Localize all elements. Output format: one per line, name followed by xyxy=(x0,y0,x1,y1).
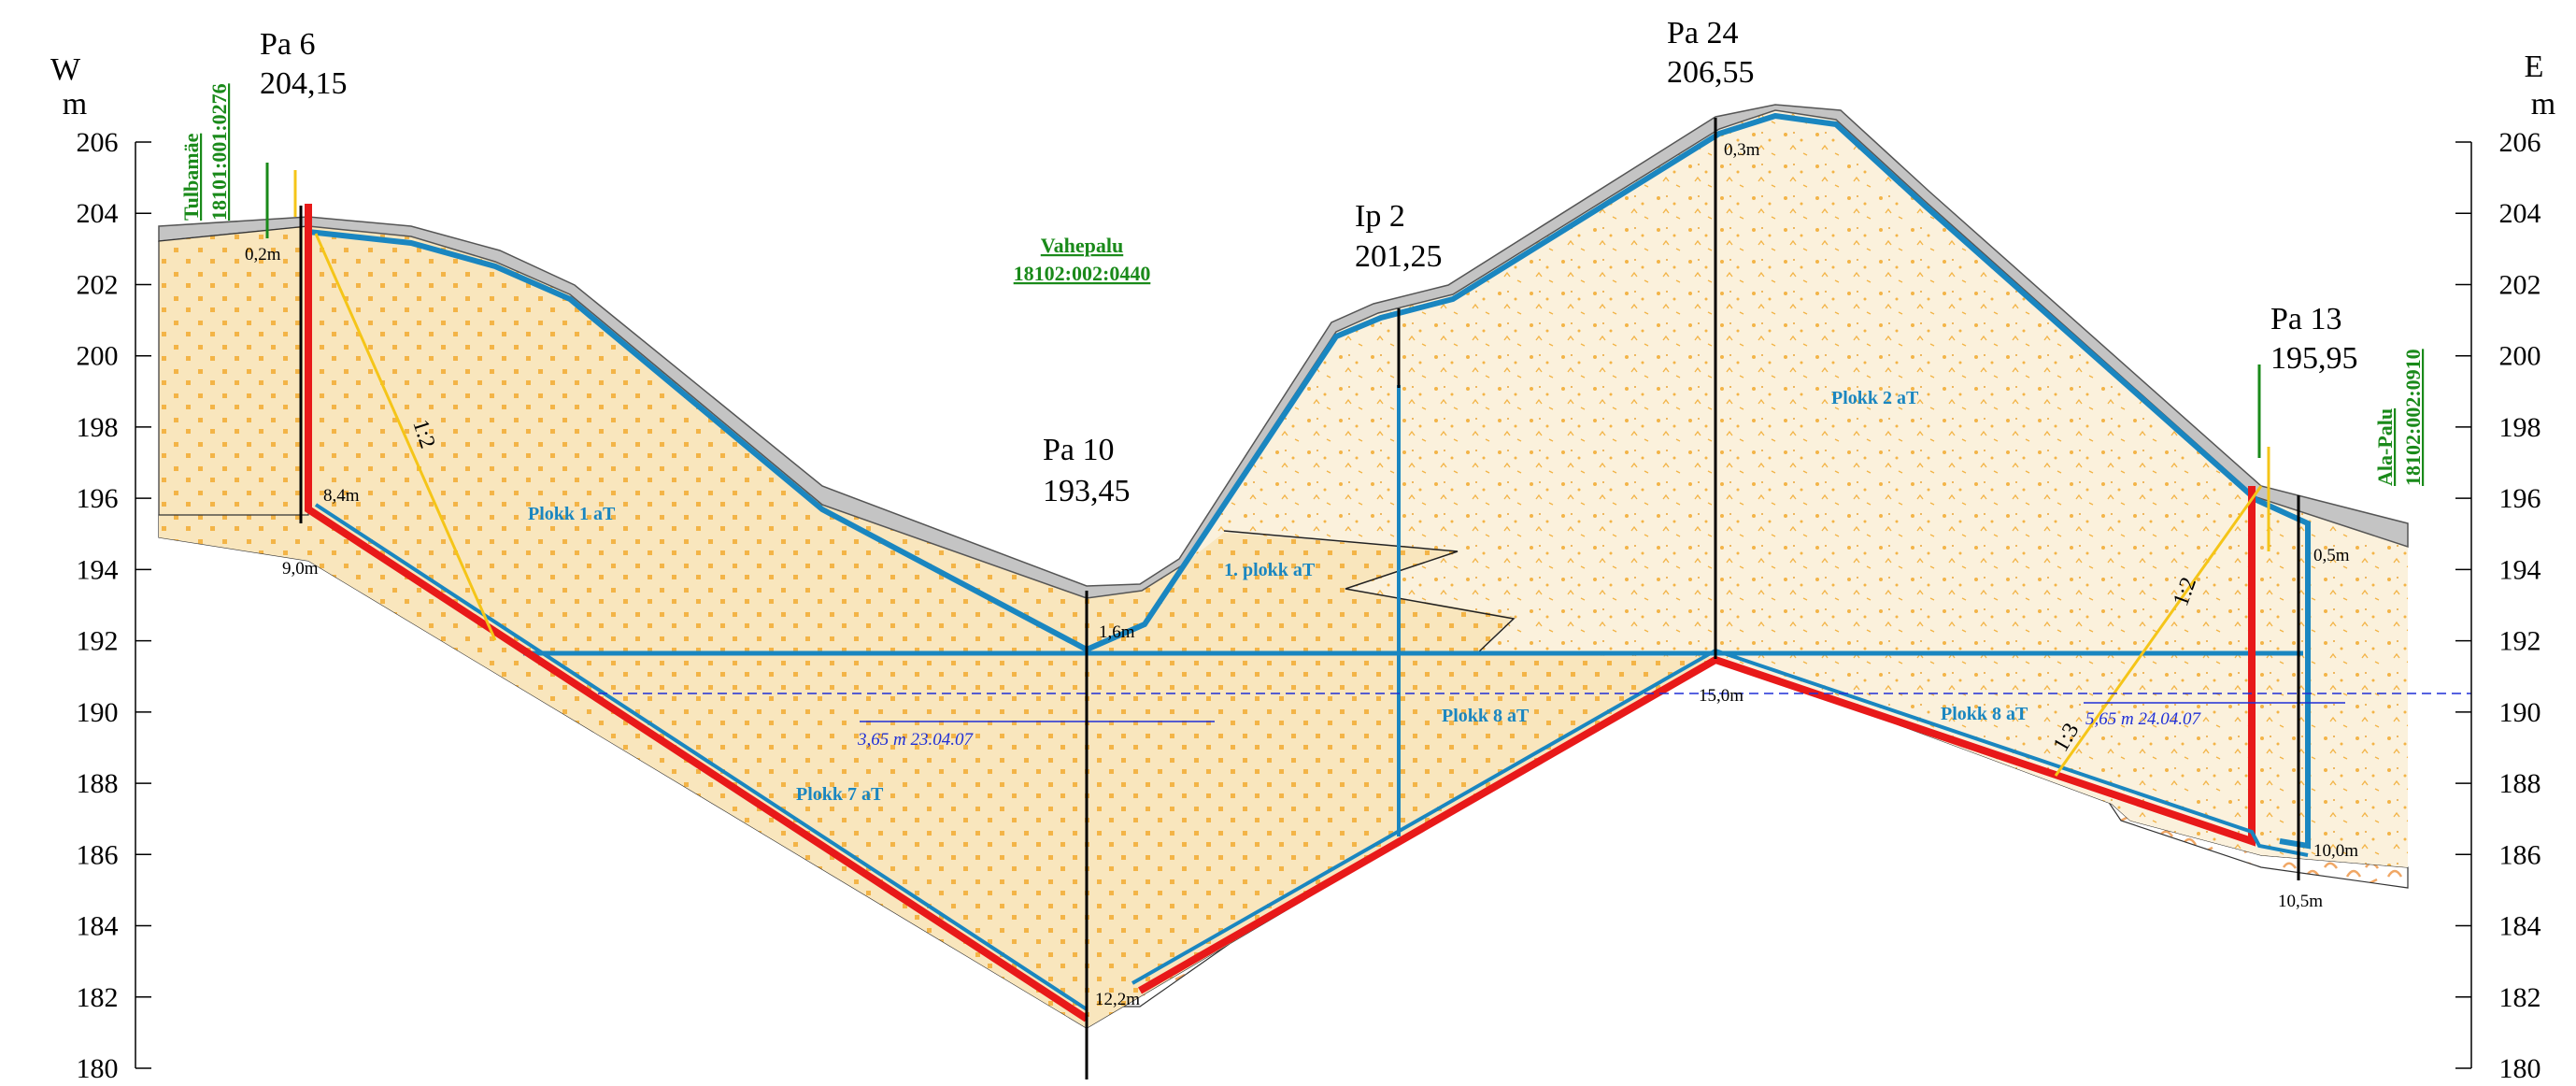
tick-label-right: 188 xyxy=(2499,768,2541,799)
block-label-plokk8-center: Plokk 8 aT xyxy=(1442,706,1530,726)
tick-label-left: 194 xyxy=(77,554,119,585)
tick-label-right: 206 xyxy=(2499,127,2541,158)
block-label-plokk7: Plokk 7 aT xyxy=(796,784,884,805)
borehole-name-pa13: Pa 13 xyxy=(2270,302,2342,336)
depth-pa13-top: 0,5m xyxy=(2313,546,2350,565)
tick-label-right: 192 xyxy=(2499,626,2541,657)
tick-label-left: 198 xyxy=(77,412,119,443)
tick-label-right: 202 xyxy=(2499,269,2541,300)
axis-right-direction: E xyxy=(2525,50,2544,84)
axis-left-direction: W xyxy=(50,52,81,87)
axis-right-unit: m xyxy=(2531,87,2555,121)
axis-left-unit: m xyxy=(63,87,87,121)
axis-right-ticks: 206 204 202 200 198 196 194 192 190 188 186 184 182 1… xyxy=(2455,127,2541,1084)
tick-label-right: 182 xyxy=(2499,982,2541,1013)
borehole-elev-ip2: 201,25 xyxy=(1355,239,1443,274)
tick-label-left: 206 xyxy=(77,127,119,158)
parcel-alapalu-code: 18102:002:0910 xyxy=(2401,349,2425,486)
tick-label-right: 180 xyxy=(2499,1053,2541,1084)
tick-label-left: 204 xyxy=(77,198,119,229)
depth-pa13-liner: 10,0m xyxy=(2313,841,2358,861)
tick-label-right: 204 xyxy=(2499,198,2541,229)
borehole-elev-pa24: 206,55 xyxy=(1667,55,1755,90)
parcel-tulbamae-code: 18101:001:0276 xyxy=(207,83,231,221)
depth-pa10-bottom: 12,2m xyxy=(1095,990,1140,1009)
tick-label-right: 200 xyxy=(2499,341,2541,372)
borehole-elev-pa6: 204,15 xyxy=(260,66,348,101)
axis-left: W m 206 204 202 200 198 196 194 192 190 188 186 184… xyxy=(50,52,151,1084)
slope-line-left xyxy=(314,233,497,641)
tick-label-right: 184 xyxy=(2499,911,2541,942)
parcel-vahepalu: Vahepalu 18102:002:0440 xyxy=(1014,234,1151,285)
block-label-plokk8-right: Plokk 8 aT xyxy=(1941,704,2028,724)
tick-label-right: 190 xyxy=(2499,697,2541,728)
borehole-elev-pa10: 193,45 xyxy=(1043,474,1131,508)
parcel-vahepalu-name: Vahepalu xyxy=(1041,234,1123,257)
axis-right: E m 206 204 202 200 198 196 194 192 190 188 186 184… xyxy=(2455,50,2555,1084)
gw-label-left: 3,65 m 23.04.07 xyxy=(857,730,974,750)
tick-label-left: 202 xyxy=(77,269,119,300)
liner-right xyxy=(1138,486,2256,994)
block-label-1-plokk: 1. plokk aT xyxy=(1224,560,1316,580)
tick-label-right: 196 xyxy=(2499,483,2541,514)
depth-pa6-bottom: 9,0m xyxy=(282,559,319,579)
tick-label-left: 188 xyxy=(77,768,119,799)
depth-pa10-top: 1,6m xyxy=(1099,622,1135,642)
tick-label-left: 190 xyxy=(77,697,119,728)
tick-label-left: 180 xyxy=(77,1053,119,1084)
borehole-name-pa6: Pa 6 xyxy=(260,27,316,62)
plokk-1-boundary xyxy=(1223,530,1516,655)
depth-pa13-bottom: 10,5m xyxy=(2278,892,2323,911)
tick-label-left: 186 xyxy=(77,839,119,870)
tick-label-right: 186 xyxy=(2499,839,2541,870)
gw-label-right: 5,65 m 24.04.07 xyxy=(2085,709,2201,729)
borehole-name-pa10: Pa 10 xyxy=(1043,433,1115,467)
topsoil-layer xyxy=(158,104,2409,599)
depth-pa6-liner: 8,4m xyxy=(323,486,360,506)
slope-line-right xyxy=(2054,485,2263,777)
parcel-alapalu: Ala-Palu 18102:002:0910 xyxy=(2373,349,2425,486)
tick-label-left: 196 xyxy=(77,483,119,514)
axis-left-ticks: 206 204 202 200 198 196 194 192 190 188 186 184 182 1… xyxy=(77,127,151,1084)
tick-label-right: 198 xyxy=(2499,412,2541,443)
borehole-elev-pa13: 195,95 xyxy=(2270,341,2358,376)
parcel-vahepalu-code: 18102:002:0440 xyxy=(1014,262,1151,285)
liner-left xyxy=(305,204,1089,1022)
tick-label-left: 192 xyxy=(77,626,119,657)
borehole-name-ip2: Ip 2 xyxy=(1355,199,1405,234)
tick-label-left: 182 xyxy=(77,982,119,1013)
depth-pa24-bottom: 15,0m xyxy=(1699,686,1743,706)
block-label-plokk2: Plokk 2 aT xyxy=(1831,388,1919,408)
block-line-right xyxy=(1131,648,2309,985)
block-line-left xyxy=(314,503,1089,1011)
block-label-plokk1: Plokk 1 aT xyxy=(528,504,616,524)
depth-pa24-top: 0,3m xyxy=(1724,140,1760,160)
left-edge-fill xyxy=(158,225,309,516)
tick-label-left: 184 xyxy=(77,911,119,942)
parcel-alapalu-name: Ala-Palu xyxy=(2373,408,2397,486)
plokk-2-region xyxy=(1182,110,2408,867)
parcel-tulbamae-name: Tulbamäe xyxy=(179,133,203,221)
parcel-tulbamae: Tulbamäe 18101:001:0276 xyxy=(179,83,231,221)
tick-label-left: 200 xyxy=(77,341,119,372)
block-line-upper xyxy=(307,112,2311,850)
depth-pa6-top: 0,2m xyxy=(245,245,281,264)
borehole-name-pa24: Pa 24 xyxy=(1667,16,1739,50)
tick-label-right: 194 xyxy=(2499,554,2541,585)
